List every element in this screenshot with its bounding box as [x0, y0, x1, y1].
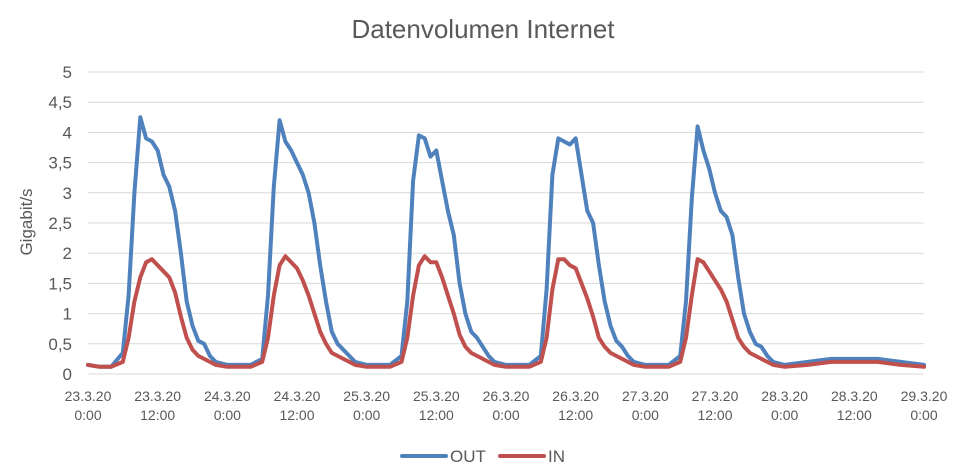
x-tick-time: 0:00: [771, 407, 798, 423]
y-tick-label: 2: [63, 244, 72, 263]
y-tick-label: 3: [63, 184, 72, 203]
y-tick-label: 0,5: [48, 335, 72, 354]
x-tick-time: 12:00: [837, 407, 872, 423]
x-tick-time: 12:00: [140, 407, 175, 423]
x-tick-time: 0:00: [353, 407, 380, 423]
series-line-in: [86, 254, 926, 369]
chart-title: Datenvolumen Internet: [351, 14, 615, 44]
legend-label-out: OUT: [450, 447, 486, 466]
x-tick-time: 12:00: [697, 407, 732, 423]
x-tick-date: 29.3.20: [901, 388, 948, 404]
legend-label-in: IN: [548, 447, 565, 466]
x-tick-time: 0:00: [214, 407, 241, 423]
x-tick-date: 25.3.20: [413, 388, 460, 404]
x-tick-date: 25.3.20: [343, 388, 390, 404]
y-axis-ticks: 0 0,5 1 1,5 2 2,5 3 3,5 4 4,5 5: [48, 63, 72, 384]
y-axis-label: Gigabit/s: [17, 188, 36, 255]
legend: OUT IN: [400, 447, 565, 466]
x-tick-date: 28.3.20: [831, 388, 878, 404]
x-tick-time: 0:00: [492, 407, 519, 423]
x-tick-date: 23.3.20: [65, 388, 112, 404]
x-tick-date: 26.3.20: [552, 388, 599, 404]
x-tick-date: 26.3.20: [483, 388, 530, 404]
x-tick-time: 0:00: [632, 407, 659, 423]
gridlines: [88, 71, 924, 375]
y-tick-label: 3,5: [48, 154, 72, 173]
x-tick-date: 23.3.20: [134, 388, 181, 404]
x-tick-date: 24.3.20: [274, 388, 321, 404]
y-tick-label: 5: [63, 63, 72, 82]
x-tick-date: 28.3.20: [761, 388, 808, 404]
x-tick-date: 24.3.20: [204, 388, 251, 404]
y-tick-label: 1,5: [48, 274, 72, 293]
series-line-out: [86, 115, 926, 369]
y-tick-label: 2,5: [48, 214, 72, 233]
series-lines: [86, 115, 926, 369]
y-tick-label: 4: [63, 123, 72, 142]
x-tick-date: 27.3.20: [622, 388, 669, 404]
x-tick-time: 12:00: [419, 407, 454, 423]
x-tick-date: 27.3.20: [692, 388, 739, 404]
x-tick-time: 0:00: [910, 407, 937, 423]
x-axis-ticks: 23.3.20 0:00 23.3.20 12:00 24.3.20 0:00 24.3.2…: [65, 388, 948, 423]
x-tick-time: 12:00: [279, 407, 314, 423]
x-tick-time: 12:00: [558, 407, 593, 423]
y-tick-label: 0: [63, 365, 72, 384]
y-tick-label: 1: [63, 305, 72, 324]
x-tick-time: 0:00: [74, 407, 101, 423]
y-tick-label: 4,5: [48, 93, 72, 112]
